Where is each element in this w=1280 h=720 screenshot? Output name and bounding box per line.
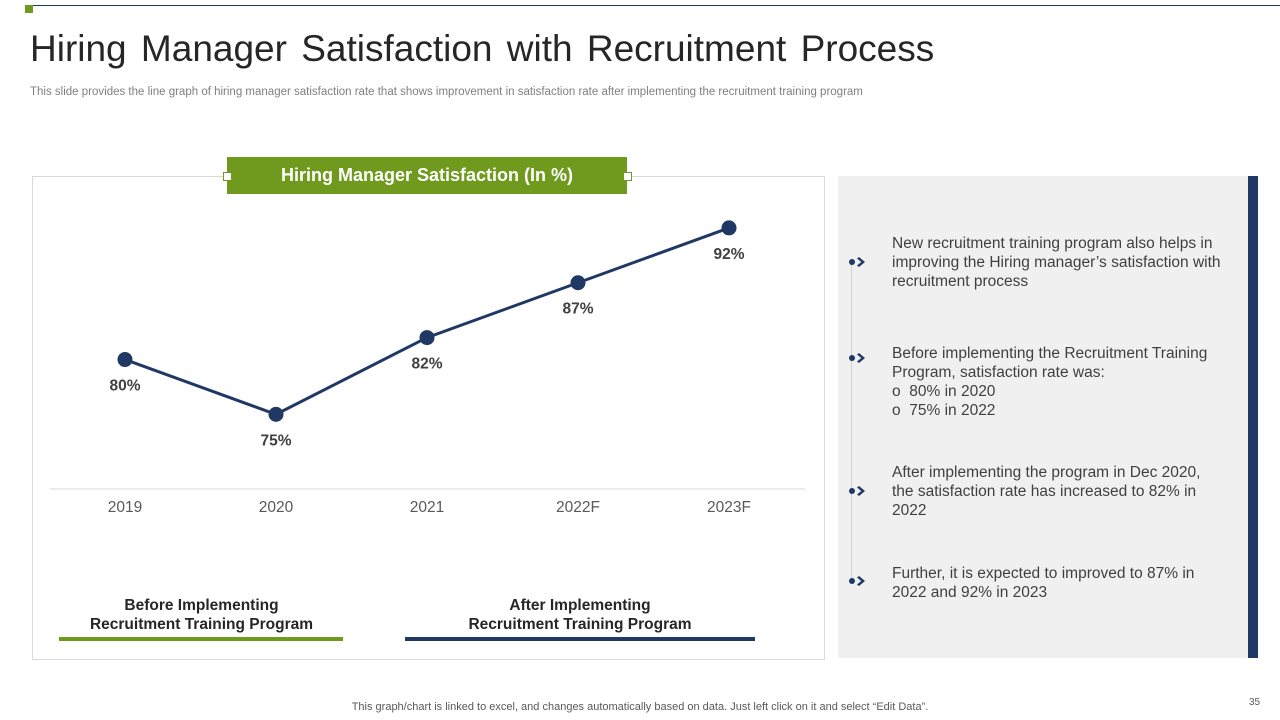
page-title: Hiring Manager Satisfaction with Recruit… xyxy=(30,28,935,69)
data-point-2023f[interactable] xyxy=(721,220,737,236)
chart-frame[interactable] xyxy=(32,176,825,660)
bullet-arrow-icon xyxy=(849,486,865,496)
x-tick-label-2022f: 2022F xyxy=(556,499,600,516)
legend-before: Before Implementing Recruitment Training… xyxy=(60,596,343,634)
x-tick-label-2020: 2020 xyxy=(259,499,294,516)
legend-before-line2: Recruitment Training Program xyxy=(89,616,314,633)
chart-title-banner: Hiring Manager Satisfaction (In %) xyxy=(227,157,627,194)
insight-2-text: Before implementing the Recruitment Trai… xyxy=(892,345,1208,381)
top-rule xyxy=(25,5,1280,6)
insight-2-sub-2-text: 75% in 2022 xyxy=(909,402,996,419)
data-label-2020: 75% xyxy=(260,432,291,449)
bullet-arrow-icon xyxy=(849,576,865,586)
legend-before-swatch xyxy=(59,637,343,641)
data-label-2022f: 87% xyxy=(562,301,593,318)
data-point-2021[interactable] xyxy=(419,330,435,346)
page-subtitle: This slide provides the line graph of hi… xyxy=(30,86,863,98)
series-line xyxy=(124,226,730,416)
insight-2-sub-2: o 75% in 2022 xyxy=(892,401,1242,420)
legend-before-line1: Before Implementing xyxy=(124,597,279,614)
banner-left-handle xyxy=(223,172,232,181)
x-tick-label-2021: 2021 xyxy=(410,499,444,516)
legend-after-line1: After Implementing xyxy=(509,597,651,614)
x-tick-label-2023f: 2023F xyxy=(707,499,751,516)
insights-panel-accent-bar xyxy=(1248,176,1258,658)
sub-marker: o xyxy=(892,383,901,400)
legend-after: After Implementing Recruitment Training … xyxy=(405,596,755,634)
insight-1: New recruitment training program also he… xyxy=(892,235,1221,290)
data-point-2022f[interactable] xyxy=(570,275,586,291)
banner-right-handle xyxy=(623,172,632,181)
insight-4: Further, it is expected to improved to 8… xyxy=(892,565,1195,601)
insight-2-sub-1: o 80% in 2020 xyxy=(892,382,1242,401)
insight-3: After implementing the program in Dec 20… xyxy=(892,464,1201,519)
insights-timeline-line xyxy=(851,262,852,582)
insight-2: Before implementing the Recruitment Trai… xyxy=(892,344,1242,420)
legend-after-line2: Recruitment Training Program xyxy=(468,616,692,633)
sub-marker: o xyxy=(892,402,901,419)
insights-panel xyxy=(838,176,1258,658)
data-point-2020[interactable] xyxy=(268,406,284,422)
top-accent-square xyxy=(25,5,33,13)
data-label-2021: 82% xyxy=(411,356,442,373)
footer-note: This graph/chart is linked to excel, and… xyxy=(351,701,929,713)
page-number: 35 xyxy=(1249,697,1261,708)
bullet-arrow-icon xyxy=(849,257,865,267)
bullet-arrow-icon xyxy=(849,353,865,363)
data-label-2019: 80% xyxy=(109,378,140,395)
data-label-2023f: 92% xyxy=(713,246,744,263)
insight-2-sub-1-text: 80% in 2020 xyxy=(909,383,996,400)
data-point-2019[interactable] xyxy=(117,352,133,368)
legend-after-swatch xyxy=(405,637,755,641)
x-tick-label-2019: 2019 xyxy=(108,499,142,516)
